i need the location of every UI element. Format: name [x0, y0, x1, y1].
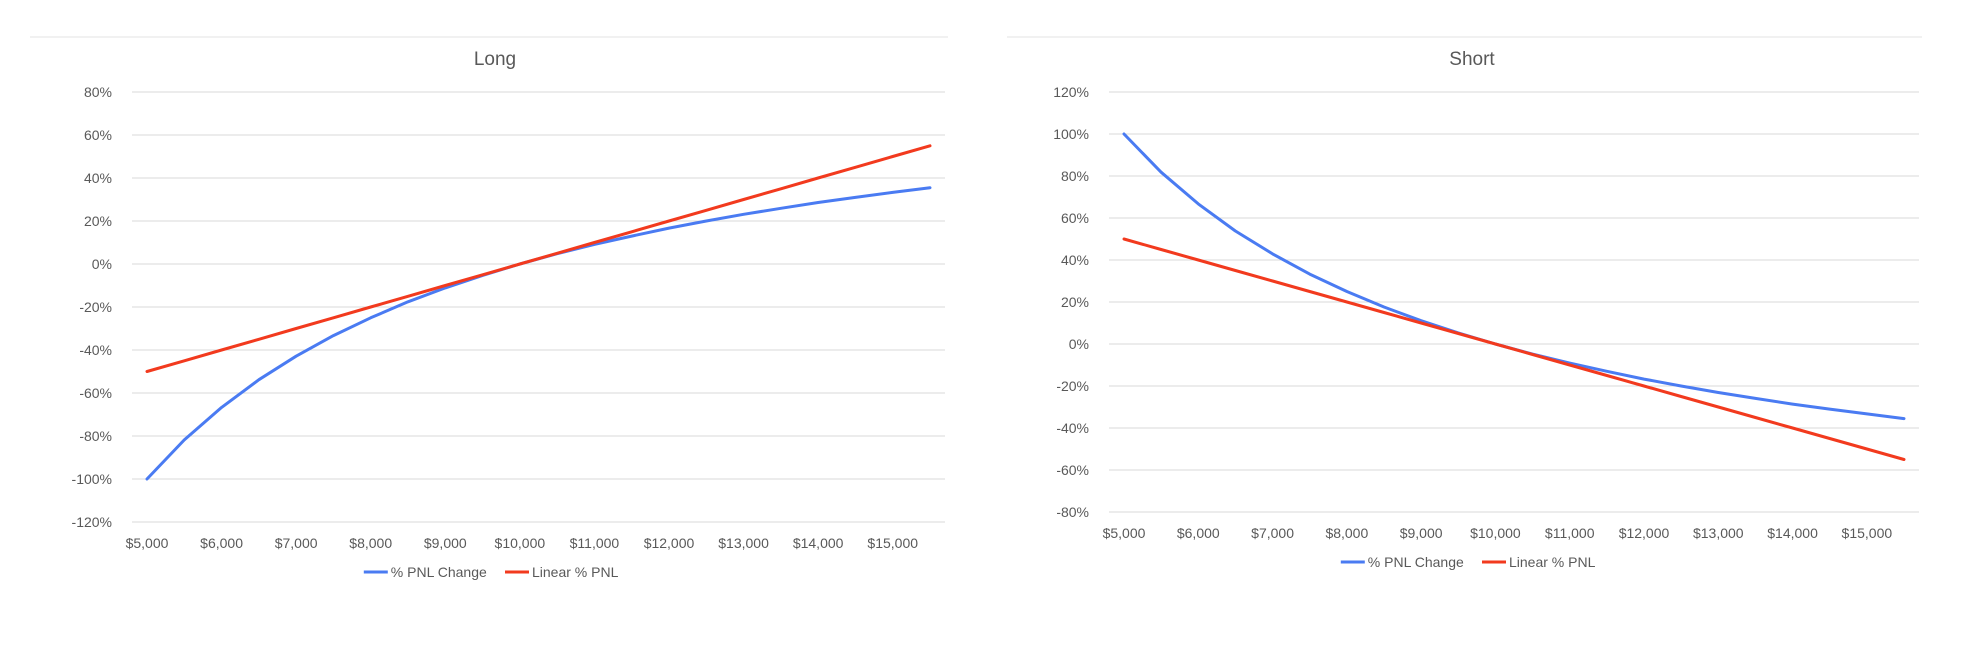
x-tick-label: $10,000: [1470, 525, 1521, 541]
legend-item: Linear % PNL: [1482, 554, 1596, 570]
series-line-1: [145, 144, 932, 373]
y-tick-label: -80%: [79, 428, 112, 444]
x-tick-label: $12,000: [1619, 525, 1670, 541]
x-tick-label: $13,000: [718, 535, 769, 551]
y-tick-label: -60%: [1056, 462, 1089, 478]
x-tick-label: $14,000: [1767, 525, 1818, 541]
y-tick-label: 60%: [84, 127, 112, 143]
y-tick-label: 0%: [92, 256, 112, 272]
y-tick-label: -60%: [79, 385, 112, 401]
series-line-0: [145, 186, 932, 481]
x-tick-label: $14,000: [793, 535, 844, 551]
legend-item: Linear % PNL: [505, 564, 619, 580]
long-chart: Long -120% -100% -80% -60% -40% -20% 0% 20% 40% 60…: [30, 36, 948, 580]
y-tick-label: 60%: [1061, 210, 1089, 226]
x-tick-label: $7,000: [1251, 525, 1294, 541]
y-tick-label: -20%: [1056, 378, 1089, 394]
y-tick-label: 40%: [84, 170, 112, 186]
x-tick-label: $15,000: [867, 535, 918, 551]
legend-label: Linear % PNL: [532, 564, 619, 580]
legend-label: % PNL Change: [1368, 554, 1464, 570]
x-tick-label: $11,000: [1545, 525, 1595, 541]
y-tick-label: 40%: [1061, 252, 1089, 268]
y-tick-label: 80%: [1061, 168, 1089, 184]
x-tick-label: $5,000: [1103, 525, 1146, 541]
chart-title: Short: [1449, 49, 1495, 70]
x-tick-label: $9,000: [424, 535, 467, 551]
chart-title: Long: [474, 49, 516, 70]
y-tick-label: -40%: [1056, 420, 1089, 436]
x-tick-label: $6,000: [200, 535, 243, 551]
x-tick-label: $7,000: [275, 535, 318, 551]
y-tick-label: -100%: [72, 471, 112, 487]
x-tick-label: $11,000: [570, 535, 620, 551]
x-tick-label: $5,000: [126, 535, 169, 551]
y-tick-label: -120%: [72, 514, 112, 530]
y-tick-label: 0%: [1069, 336, 1089, 352]
x-tick-label: $8,000: [1325, 525, 1368, 541]
y-tick-label: -40%: [79, 342, 112, 358]
x-tick-label: $12,000: [644, 535, 695, 551]
long-chart-panel: Long -120% -100% -80% -60% -40% -20% 0% 20% 40% 60…: [30, 0, 980, 645]
short-chart-panel: Short -80% -60% -40% -20% 0% 20% 40% 60% 80% 100% 1…: [1007, 0, 1957, 645]
legend-label: % PNL Change: [391, 564, 487, 580]
legend-item: % PNL Change: [363, 564, 487, 580]
x-tick-label: $8,000: [349, 535, 392, 551]
series-line-1: [1122, 237, 1906, 461]
x-tick-label: $10,000: [495, 535, 546, 551]
y-tick-label: 100%: [1053, 126, 1089, 142]
series-line-0: [1122, 132, 1906, 421]
y-tick-label: 80%: [84, 84, 112, 100]
x-tick-label: $6,000: [1177, 525, 1220, 541]
y-tick-label: 20%: [1061, 294, 1089, 310]
x-tick-label: $15,000: [1842, 525, 1893, 541]
y-tick-label: 120%: [1053, 84, 1089, 100]
y-tick-label: 20%: [84, 213, 112, 229]
x-tick-label: $9,000: [1400, 525, 1443, 541]
y-tick-label: -20%: [79, 299, 112, 315]
legend-label: Linear % PNL: [1509, 554, 1596, 570]
short-chart: Short -80% -60% -40% -20% 0% 20% 40% 60% 80% 100% 1…: [1007, 36, 1922, 570]
x-tick-label: $13,000: [1693, 525, 1744, 541]
y-tick-label: -80%: [1056, 504, 1089, 520]
legend-item: % PNL Change: [1340, 554, 1464, 570]
